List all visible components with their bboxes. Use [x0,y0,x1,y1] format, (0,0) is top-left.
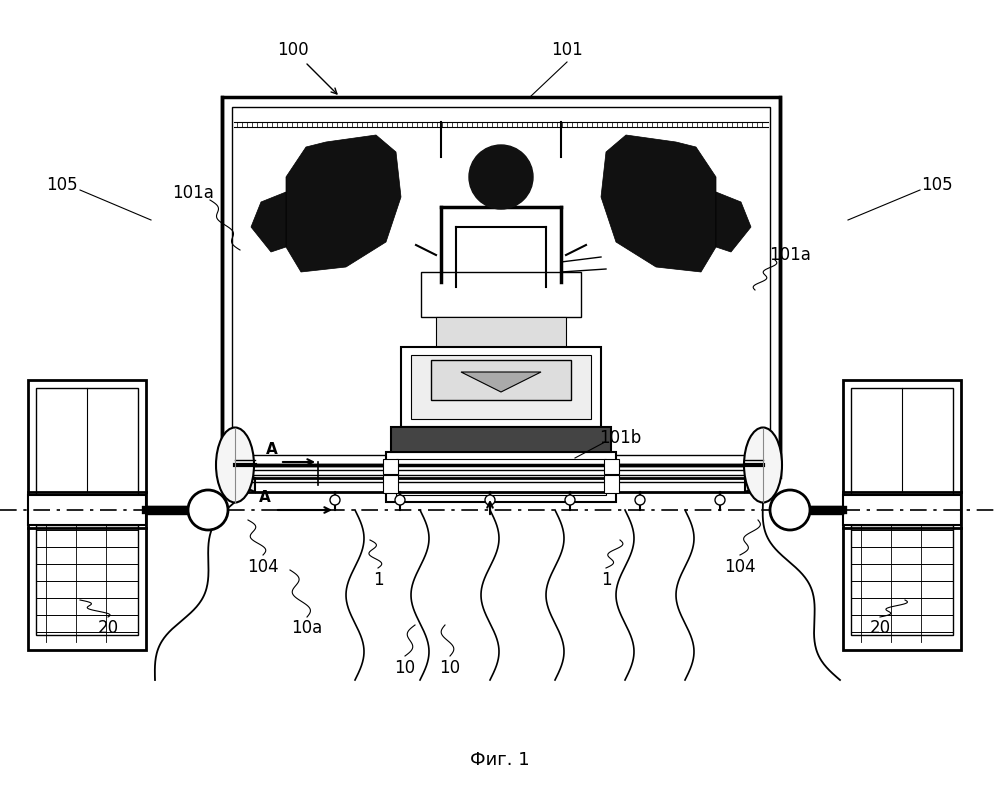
Circle shape [188,490,228,530]
Polygon shape [36,388,138,498]
Text: 1: 1 [373,571,384,589]
Polygon shape [391,427,611,452]
Polygon shape [851,525,953,635]
Ellipse shape [216,428,254,502]
Polygon shape [386,452,616,502]
Polygon shape [843,495,961,525]
Circle shape [330,495,340,505]
Text: 20: 20 [869,619,890,637]
Text: 10: 10 [395,659,416,677]
Circle shape [715,495,725,505]
Circle shape [395,495,405,505]
Text: 10: 10 [440,659,461,677]
Polygon shape [601,135,716,272]
Polygon shape [461,372,541,392]
Polygon shape [232,107,770,455]
Circle shape [635,495,645,505]
Polygon shape [251,192,286,252]
Polygon shape [222,97,780,465]
Polygon shape [383,475,398,493]
Text: 101a: 101a [769,246,811,264]
Polygon shape [421,272,581,317]
Text: 20: 20 [98,619,119,637]
Text: 105: 105 [921,176,953,194]
Polygon shape [431,360,571,400]
Polygon shape [222,467,255,492]
Polygon shape [604,475,619,493]
Polygon shape [286,135,401,272]
Polygon shape [604,459,619,474]
Polygon shape [851,388,953,498]
Text: 101: 101 [551,41,582,59]
Text: 105: 105 [46,176,78,194]
Text: 10a: 10a [292,619,323,637]
Text: A: A [266,442,278,457]
Polygon shape [843,380,961,650]
Text: 1: 1 [600,571,611,589]
Polygon shape [383,459,398,474]
Circle shape [485,495,495,505]
Text: 101a: 101a [172,184,214,202]
Circle shape [770,490,810,530]
Polygon shape [36,525,138,635]
Polygon shape [411,355,591,419]
Ellipse shape [744,428,782,502]
Text: 104: 104 [724,558,756,576]
Text: 100: 100 [277,41,309,59]
Circle shape [469,145,533,209]
Polygon shape [28,495,146,525]
Polygon shape [716,192,751,252]
Text: A: A [259,490,271,505]
Circle shape [565,495,575,505]
Polygon shape [745,467,780,492]
Polygon shape [28,380,146,650]
Text: Фиг. 1: Фиг. 1 [471,751,529,769]
Text: 101b: 101b [598,429,641,447]
Polygon shape [401,347,601,427]
Text: 104: 104 [247,558,279,576]
Polygon shape [436,317,566,347]
